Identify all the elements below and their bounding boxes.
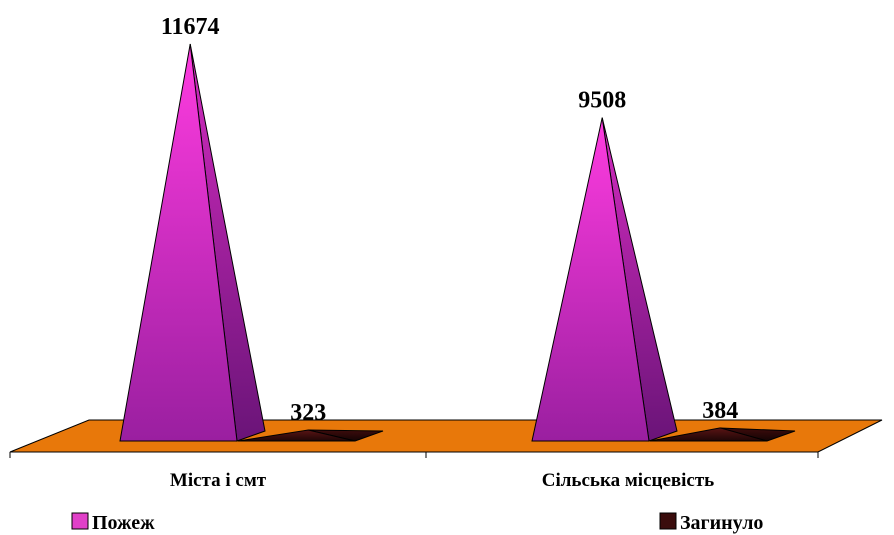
pyramid-mark — [531, 117, 678, 442]
data-label: 11674 — [161, 14, 220, 40]
legend: Пожеж Загинуло — [71, 512, 763, 534]
pyramid-mark — [649, 427, 796, 442]
data-label: 384 — [702, 398, 738, 424]
legend-swatch — [659, 512, 677, 530]
category-label: Сільська місцевість — [542, 470, 714, 491]
category-label: Міста і смт — [170, 470, 267, 491]
pyramid-mark — [119, 43, 266, 442]
pyramid-front-face — [119, 43, 238, 442]
data-label: 323 — [290, 400, 326, 426]
pyramid-front-face — [531, 117, 650, 442]
data-label: 9508 — [578, 88, 626, 114]
pyramid-front-face — [237, 429, 356, 442]
legend-swatch — [71, 512, 89, 530]
legend-label: Загинуло — [680, 512, 763, 534]
pyramid-front-face — [649, 427, 768, 442]
pyramid-mark — [237, 429, 384, 442]
legend-label: Пожеж — [92, 512, 155, 534]
